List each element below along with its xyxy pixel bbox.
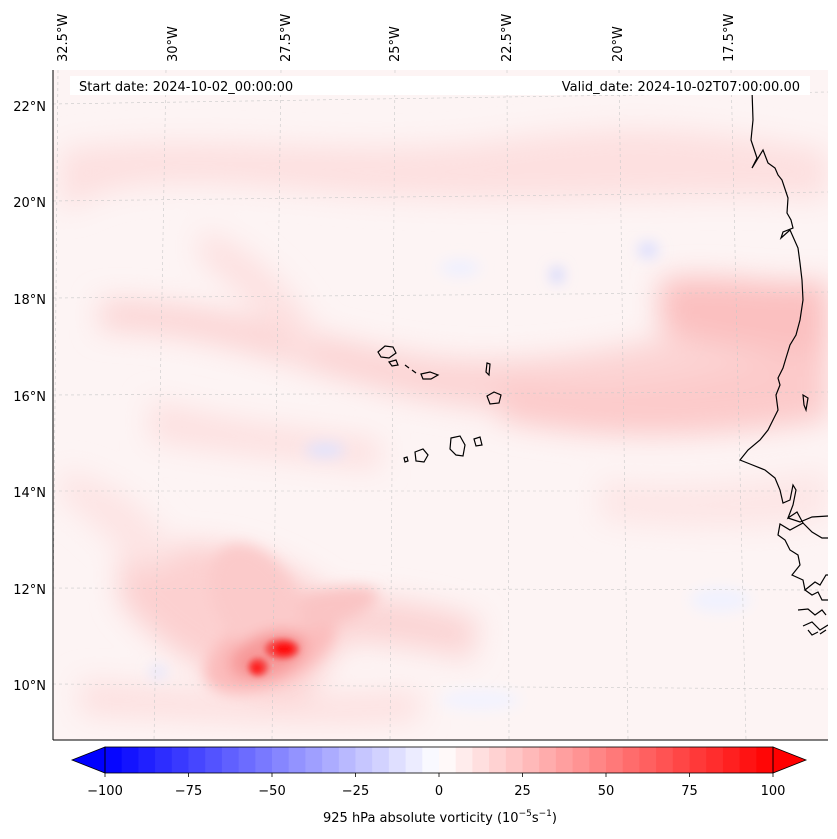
colorbar-segment	[305, 747, 323, 773]
colorbar-segment	[522, 747, 540, 773]
colorbar-min-extend	[70, 746, 106, 774]
colorbar-segment	[606, 747, 624, 773]
start-date-label: Start date: 2024-10-02_00:00:00	[79, 80, 293, 95]
lat-label: 10°N	[13, 679, 46, 694]
lat-label: 16°N	[13, 390, 46, 405]
colorbar-tick-label: −100	[87, 784, 123, 799]
lat-label: 12°N	[13, 583, 46, 598]
colorbar-tick-label: 100	[761, 784, 786, 799]
colorbar-segment	[405, 747, 423, 773]
colorbar-tick-label: −50	[258, 784, 285, 799]
colorbar-tick-label: 25	[514, 784, 531, 799]
valid-date-label: Valid_date: 2024-10-02T07:00:00.00	[562, 80, 800, 95]
colorbar-segment	[756, 747, 774, 773]
colorbar-segments	[105, 747, 774, 773]
colorbar-segment	[155, 747, 173, 773]
colorbar-segment	[388, 747, 406, 773]
cape-verde-islands	[377, 345, 502, 463]
colorbar-segment	[689, 747, 707, 773]
colorbar-segment	[372, 747, 390, 773]
colorbar-segment	[722, 747, 740, 773]
colorbar-segment	[489, 747, 507, 773]
colorbar-segment	[739, 747, 757, 773]
lon-label: 27.5°W	[279, 14, 294, 62]
colorbar-segment	[322, 747, 340, 773]
lon-label: 30°W	[166, 26, 181, 62]
lat-label: 22°N	[13, 100, 46, 115]
colorbar-segment	[505, 747, 523, 773]
latitude-labels: 22°N 20°N 18°N 16°N 14°N 12°N 10°N	[13, 100, 46, 694]
colorbar-segment	[706, 747, 724, 773]
gridlines	[53, 70, 828, 740]
lon-label: 17.5°W	[722, 14, 737, 62]
vortex-secondary	[251, 662, 263, 674]
africa-coastline	[739, 89, 828, 636]
longitude-labels: 32.5°W 30°W 27.5°W 25°W 22.5°W 20°W 17.5…	[56, 14, 737, 62]
lat-label: 20°N	[13, 196, 46, 211]
colorbar-segment	[656, 747, 674, 773]
colorbar-segment	[439, 747, 457, 773]
vortex-cores	[248, 639, 299, 676]
lat-label: 18°N	[13, 293, 46, 308]
colorbar-segment	[472, 747, 490, 773]
colorbar-tick-label: 50	[598, 784, 615, 799]
colorbar-tick-labels: −100 −75 −50 −25 0 25 50 75 100	[87, 784, 785, 799]
colorbar-segment	[288, 747, 306, 773]
colorbar-segment	[171, 747, 189, 773]
colorbar-segment	[589, 747, 607, 773]
colorbar-segment	[338, 747, 356, 773]
colorbar-segment	[238, 747, 256, 773]
date-banner	[70, 76, 810, 95]
vortex-main	[273, 642, 295, 656]
colorbar-segment	[422, 747, 440, 773]
colorbar: −100 −75 −50 −25 0 25 50 75 100 925 hPa …	[70, 746, 808, 826]
colorbar-segment	[555, 747, 573, 773]
colorbar-segment	[639, 747, 657, 773]
lon-label: 25°W	[388, 26, 403, 62]
colorbar-ticks	[104, 773, 774, 777]
colorbar-segment	[205, 747, 223, 773]
colorbar-segment	[188, 747, 206, 773]
lon-label: 20°W	[611, 26, 626, 62]
lon-label: 32.5°W	[56, 14, 71, 62]
colorbar-segment	[539, 747, 557, 773]
colorbar-segment	[572, 747, 590, 773]
vorticity-negative-patches	[150, 242, 750, 710]
colorbar-segment	[622, 747, 640, 773]
map-panel: Start date: 2024-10-02_00:00:00 Valid_da…	[52, 70, 828, 741]
colorbar-tick-label: −25	[342, 784, 369, 799]
colorbar-tick-label: 75	[681, 784, 698, 799]
colorbar-segment	[121, 747, 139, 773]
colorbar-segment	[221, 747, 239, 773]
colorbar-max-extend	[772, 746, 808, 774]
colorbar-segment	[455, 747, 473, 773]
colorbar-segment	[105, 747, 123, 773]
colorbar-segment	[672, 747, 690, 773]
colorbar-segment	[355, 747, 373, 773]
colorbar-segment	[255, 747, 273, 773]
colorbar-label: 925 hPa absolute vorticity (10−5s−1)	[323, 809, 557, 826]
lon-label: 22.5°W	[500, 14, 515, 62]
colorbar-tick-label: −75	[175, 784, 202, 799]
colorbar-tick-label: 0	[435, 784, 443, 799]
colorbar-segment	[138, 747, 156, 773]
lat-label: 14°N	[13, 486, 46, 501]
colorbar-segment	[272, 747, 290, 773]
